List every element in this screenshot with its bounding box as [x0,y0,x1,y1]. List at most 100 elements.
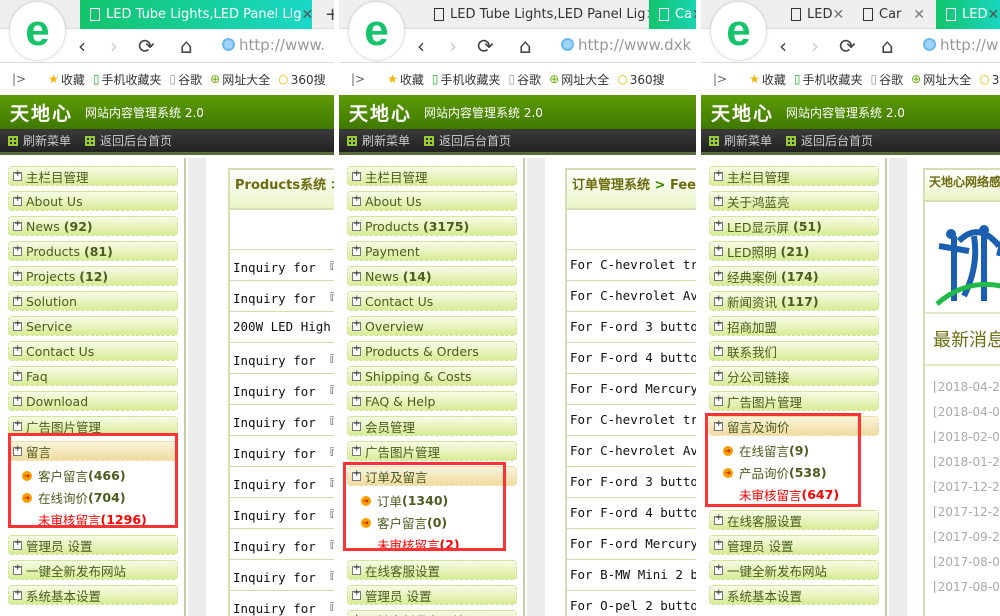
table-row[interactable]: For F-ord 4 button re [567,498,696,529]
bookmark-item[interactable]: ○360搜 [617,71,664,88]
unreviewed-messages-link[interactable]: 未审核留言 (1296) [38,510,147,529]
table-row[interactable]: Inquiry for 『140 [230,498,334,529]
sidebar-item[interactable]: Download [8,391,178,411]
table-row[interactable]: Inquiry for 『80W [230,436,334,467]
table-row[interactable]: For C-hevrolet Aveo 1 [567,436,696,467]
table-row[interactable]: For F-ord 3 button re [567,467,696,498]
submenu-link[interactable]: ➔ 产品询价 (538) [723,463,827,482]
back-icon[interactable]: ‹ [78,34,86,58]
table-row[interactable]: Inquiry for 『200 [230,281,334,312]
close-icon[interactable]: ✕ [692,7,696,23]
browser-tab[interactable]: LED Tube Lights,LED Panel Lig✕ [80,0,312,29]
news-date[interactable]: [2018-02-03 [933,430,1000,444]
sidebar-item[interactable]: FAQ & Help [347,391,517,411]
table-row[interactable]: For F-ord 3 button re [567,312,696,343]
sidebar-item[interactable]: Contact Us [347,291,517,311]
address-bar[interactable]: http://w [923,36,998,54]
sidebar-item[interactable]: 留言 [8,441,178,461]
submenu-link[interactable]: ➔ 订单 (1340) [361,491,448,510]
sidebar-item[interactable]: Shipping & Costs [347,366,517,386]
sidebar-toggle-icon[interactable]: |> [12,72,27,86]
sidebar-item[interactable]: LED显示屏(51) [709,216,879,236]
sidebar-item[interactable]: 关于鸿蓝亮 [709,191,879,211]
home-icon[interactable]: ⌂ [180,34,193,58]
sidebar-item[interactable]: 在线客服设置 [347,560,517,580]
bookmark-item[interactable]: ★ 收藏 [749,71,786,88]
bookmark-item[interactable]: ★ 收藏 [48,71,85,88]
sidebar-item[interactable]: 分公司链接 [709,366,879,386]
table-row[interactable]: Inquiry for 『200 [230,374,334,405]
back-home-link[interactable]: 返回后台首页 [801,134,874,148]
bookmark-item[interactable]: ▯ 谷歌 [871,71,904,88]
table-row[interactable]: 200W LED High B [230,312,334,343]
table-row[interactable]: Inquiry for 『200 [230,250,334,281]
table-row[interactable]: For B-MW Mini 2 butt [567,560,696,591]
sidebar-item[interactable]: 在线客服设置 [709,510,879,530]
sidebar-toggle-icon[interactable]: |> [351,72,366,86]
sidebar-item[interactable]: 留言及询价 [709,416,879,436]
table-row[interactable]: For C-hevrolet transp [567,250,696,281]
sidebar-item[interactable]: 经典案例(174) [709,266,879,286]
sidebar-item[interactable]: News(14) [347,266,517,286]
sidebar-item[interactable]: 一键全新发布网站 [709,560,879,580]
sidebar-item[interactable]: 主栏目管理 [8,166,178,186]
back-home-link[interactable]: 返回后台首页 [100,134,173,148]
address-bar[interactable]: http://www. [222,36,325,54]
table-row[interactable]: Inquiry for 『200 [230,343,334,374]
sidebar-item[interactable]: Overview [347,316,517,336]
sidebar-item[interactable]: 联系我们 [709,341,879,361]
table-row[interactable]: For C-hevrolet transp [567,405,696,436]
sidebar-item[interactable]: 广告图片管理 [347,441,517,461]
browser-tab[interactable]: Car ✕ [853,0,933,29]
table-row[interactable]: Inquiry for 『120 [230,405,334,436]
sidebar-item[interactable]: 一键全新发布网站 [8,560,178,580]
bookmark-item[interactable]: ▯ 谷歌 [170,71,203,88]
sidebar-item[interactable]: 会员管理 [347,416,517,436]
bookmark-item[interactable]: ⊕ 网址大全 [549,71,609,88]
address-bar[interactable]: http://www.dxk [561,36,691,54]
browser-tab[interactable]: LED ✕ [936,0,1000,29]
submenu-link[interactable]: ➔ 客户留言 (0) [361,513,447,532]
sidebar-item[interactable]: 系统基本设置 [8,585,178,605]
bookmark-item[interactable]: ★ 收藏 [387,71,424,88]
sidebar-item[interactable]: News(92) [8,216,178,236]
sidebar-item[interactable]: Products(3175) [347,216,517,236]
browser-tab[interactable]: LED ✕ [781,0,851,29]
sidebar-item[interactable]: 主栏目管理 [347,166,517,186]
reload-icon[interactable]: ⟳ [138,34,155,58]
sidebar-item[interactable]: 管理员 设置 [709,535,879,555]
refresh-menu-link[interactable]: 刷新菜单 [23,134,72,148]
table-row[interactable]: Inquiry for 『60W [230,560,334,591]
table-row[interactable]: Inquiry for 『400 [230,591,334,616]
sidebar-item[interactable]: About Us [8,191,178,211]
bookmark-item[interactable]: ▯ 手机收藏夹 [794,71,863,88]
sidebar-item[interactable]: Contact Us [8,341,178,361]
news-date[interactable]: [2017-09-28 [933,530,1000,544]
table-row[interactable]: For O-pel 2 button fli [567,591,696,616]
browser-tab[interactable]: Ca✕ [649,0,696,29]
new-tab-button[interactable]: + [325,4,334,25]
sidebar-item[interactable]: 广告图片管理 [709,391,879,411]
back-icon[interactable]: ‹ [779,34,787,58]
news-date[interactable]: [2017-12-29 [933,505,1000,519]
bookmark-item[interactable]: ○360搜 [979,71,1000,88]
news-date[interactable]: [2018-04-04 [933,405,1000,419]
bookmark-item[interactable]: ▯ 谷歌 [509,71,542,88]
table-row[interactable]: For F-ord Mercury 3 b [567,529,696,560]
sidebar-item[interactable]: 系统基本设置 [709,585,879,605]
forward-icon[interactable]: › [110,34,118,58]
table-row[interactable]: Inquiry for 『100 [230,467,334,498]
sidebar-item[interactable]: 广告图片管理 [8,416,178,436]
close-icon[interactable]: ✕ [987,6,1000,23]
back-icon[interactable]: ‹ [417,34,425,58]
reload-icon[interactable]: ⟳ [477,34,494,58]
forward-icon[interactable]: › [811,34,819,58]
close-icon[interactable]: ✕ [913,6,925,23]
table-row[interactable]: For F-ord 4 button re [567,343,696,374]
submenu-link[interactable]: ➔ 在线询价 (704) [22,488,126,507]
sidebar-item[interactable]: 一键全新发布网站 [347,610,517,616]
table-row[interactable]: For C-hevrolet Aveo 1 [567,281,696,312]
back-home-link[interactable]: 返回后台首页 [439,134,512,148]
news-date[interactable]: [2017-08-07 [933,555,1000,569]
bookmark-item[interactable]: ▯ 手机收藏夹 [432,71,501,88]
